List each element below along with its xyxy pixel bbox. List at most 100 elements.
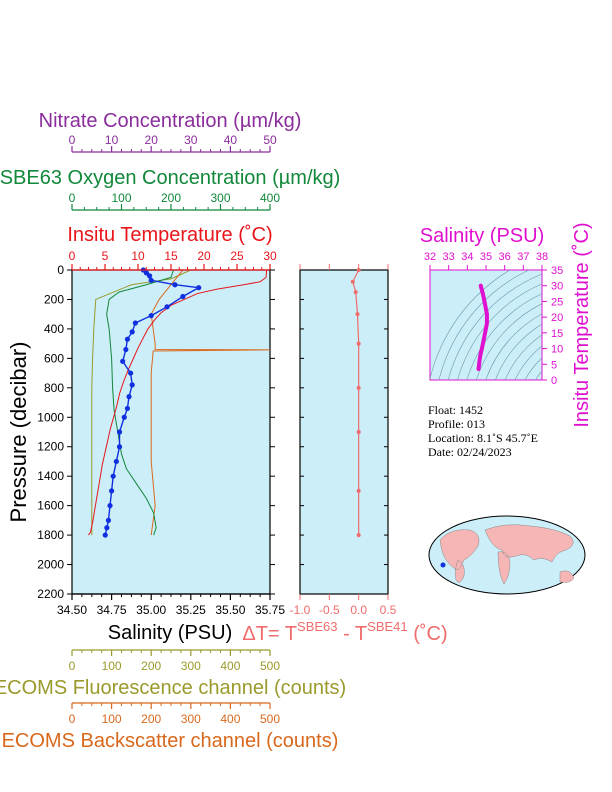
backscatter-tick-label: 0 [69,712,76,726]
oxygen-tick-label: 200 [161,191,181,205]
salinity-point [116,444,123,450]
pressure-tick-label: 1800 [37,528,64,542]
salinity-point [124,336,131,342]
pressure-tick-label: 800 [44,381,64,395]
pressure-tick-label: 2200 [37,587,64,601]
ts-x-tick-label: 37 [517,251,529,263]
ts-y-tick-label: 0 [551,375,557,387]
temperature-tick-label: 10 [131,249,145,263]
salinity-axis-title: Salinity (PSU) [108,622,232,644]
salinity-tick-label: 35.00 [136,603,166,617]
salinity-line [104,269,201,536]
ts-x-tick-label: 35 [480,251,492,263]
salinity-point [105,517,112,523]
salinity-point [148,313,154,319]
temperature-axis-title: Insitu Temperature (˚C) [67,224,272,246]
ts-profile-line [476,283,489,371]
delta-point [356,488,361,493]
pressure-tick-label: 600 [44,351,64,365]
float-id: Float: 1452 [428,403,483,417]
oxygen-line [106,269,174,536]
fluorescence-tick-label: 0 [69,659,76,673]
nitrate-axis-title: Nitrate Concentration (µm/kg) [39,110,302,132]
ts-y-tick-label: 30 [551,281,563,293]
salinity-point [129,382,135,388]
salinity-point [129,329,135,335]
temperature-tick-label: 25 [230,249,244,263]
profile-date: Date: 02/24/2023 [428,445,512,459]
pressure-tick-label: 1600 [37,499,64,513]
nitrate-tick-label: 30 [184,133,198,147]
ts-y-tick-label: 20 [551,312,563,324]
pressure-tick-label: 200 [44,292,64,306]
backscatter-axis-title: ECOMS Backscatter channel (counts) [2,730,339,752]
nitrate-tick-label: 40 [224,133,238,147]
delta-tick-label: 0.0 [350,603,367,617]
pressure-tick-label: 1400 [37,469,64,483]
ts-y-tick-label: 5 [551,359,557,371]
delta-point [356,385,361,390]
ts-x-tick-label: 32 [424,251,436,263]
backscatter-tick-label: 500 [260,712,280,726]
temperature-tick-label: 15 [164,249,178,263]
backscatter-line [150,269,271,536]
main-plot-background [71,269,271,595]
delta-title-prefix: ΔT= T [242,623,297,645]
backscatter-tick-label: 200 [141,712,161,726]
salinity-point [128,370,134,376]
salinity-point [107,503,113,509]
float-location: Location: 8.1˚S 45.7˚E [428,431,538,445]
temperature-tick-label: 30 [263,249,277,263]
oxygen-tick-label: 100 [111,191,131,205]
salinity-point [132,320,138,326]
salinity-point [113,458,119,465]
fluorescence-tick-label: 300 [181,659,201,673]
delta-point [355,312,360,317]
fluorescence-tick-label: 500 [260,659,280,673]
fluorescence-tick-label: 100 [102,659,122,673]
nitrate-tick-label: 50 [263,133,277,147]
ts-y-tick-label: 15 [551,328,563,340]
pressure-tick-label: 2000 [37,558,64,572]
fluorescence-tick-label: 400 [220,659,240,673]
ts-x-tick-label: 34 [461,251,473,263]
salinity-point [147,273,153,279]
oxygen-tick-label: 0 [69,191,76,205]
oxygen-tick-label: 300 [210,191,230,205]
delta-point [356,430,361,434]
ts-y-tick-label: 35 [551,265,563,277]
pressure-axis-title: Pressure (decibar) [6,342,31,523]
delta-title-sup2: SBE41 [367,619,407,634]
temperature-tick-label: 0 [69,249,76,263]
world-map-land [439,524,575,585]
ts-temperature-title: Insitu Temperature (˚C) [571,222,593,427]
oxygen-axis-title: SBE63 Oxygen Concentration (µm/kg) [0,167,340,189]
world-map [428,515,586,595]
delta-plot-axes: -1.0 -0.5 0.0 0.5 [290,264,397,617]
temperature-line [88,269,268,536]
ts-plot-axes: 32 33 34 35 36 37 38 0 5 10 15 20 25 30 35 [424,251,563,387]
ts-salinity-title: Salinity (PSU) [420,225,544,247]
salinity-point [104,525,110,531]
nitrate-tick-label: 0 [69,133,76,147]
delta-point [350,279,355,284]
delta-title-sup1: SBE63 [297,619,337,634]
salinity-point [102,532,108,538]
fluorescence-tick-label: 200 [141,659,161,673]
temperature-tick-label: 20 [197,249,211,263]
delta-point [356,341,361,346]
salinity-point [148,277,154,283]
delta-title-mid: - T [338,623,368,645]
nitrate-tick-label: 20 [145,133,159,147]
salinity-point [110,473,116,479]
salinity-point [180,293,186,300]
salinity-point [196,285,202,291]
delta-tick-label: -1.0 [290,603,311,617]
backscatter-tick-label: 300 [181,712,201,726]
pressure-tick-label: 400 [44,322,64,336]
salinity-tick-label: 35.25 [176,603,206,617]
salinity-tick-label: 34.50 [57,603,87,617]
salinity-point [109,488,115,494]
salinity-point [120,358,126,364]
